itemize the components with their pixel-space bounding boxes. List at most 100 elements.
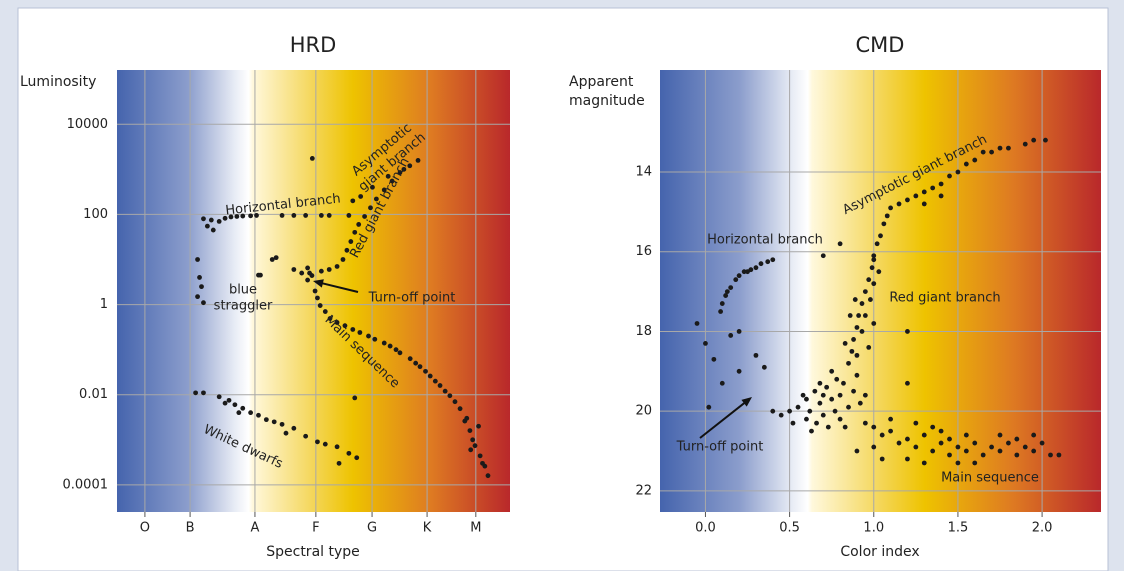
star-point — [804, 396, 809, 402]
star-point — [871, 444, 877, 450]
star-point — [397, 170, 403, 175]
star-point — [758, 261, 764, 267]
star-point — [322, 441, 328, 447]
star-point — [972, 157, 978, 163]
star-point — [871, 424, 877, 430]
star-point — [348, 239, 354, 244]
x-tick-label: M — [470, 521, 481, 536]
star-point — [879, 456, 885, 462]
star-point — [879, 432, 885, 438]
star-point — [334, 264, 340, 269]
star-point — [326, 267, 332, 272]
star-point — [871, 321, 877, 326]
star-point — [1039, 440, 1045, 446]
star-point — [271, 419, 277, 425]
star-point — [719, 380, 725, 386]
star-point — [279, 421, 285, 427]
annotation: Main sequence — [941, 471, 1039, 486]
x-axis-label: Spectral type — [266, 544, 360, 560]
star-point — [820, 253, 826, 259]
star-point — [370, 184, 375, 190]
star-point — [719, 301, 725, 306]
star-point — [753, 265, 759, 271]
x-tick-label: 2.0 — [1032, 521, 1053, 536]
y-axis-label: Apparent — [569, 74, 634, 90]
star-point — [814, 420, 819, 426]
star-point — [955, 444, 961, 450]
star-point — [703, 341, 708, 346]
star-point — [905, 380, 910, 386]
star-point — [232, 402, 238, 408]
star-point — [1031, 432, 1037, 438]
star-point — [201, 390, 206, 396]
arrow-head — [313, 279, 324, 288]
star-point — [809, 428, 814, 434]
star-point — [888, 428, 893, 434]
star-point — [334, 444, 340, 450]
star-point — [989, 149, 994, 155]
star-point — [358, 194, 364, 199]
star-point — [234, 214, 240, 219]
y-tick-label: 100 — [83, 207, 108, 222]
star-point — [980, 452, 986, 458]
x-tick-label: 0.0 — [695, 521, 716, 536]
star-point — [947, 173, 952, 179]
star-point — [859, 329, 865, 334]
star-point — [876, 269, 882, 275]
star-point — [866, 277, 872, 283]
star-point — [829, 368, 835, 374]
star-point — [980, 149, 986, 155]
star-point — [208, 217, 214, 223]
star-point — [368, 205, 373, 211]
star-point — [847, 313, 853, 318]
star-point — [1014, 452, 1020, 458]
star-point — [728, 285, 734, 291]
star-point — [834, 376, 840, 382]
star-point — [283, 430, 289, 436]
star-point — [846, 360, 851, 366]
star-point — [437, 383, 443, 388]
star-point — [457, 406, 463, 412]
star-point — [938, 428, 944, 434]
x-tick-label: F — [312, 521, 319, 536]
star-point — [921, 460, 927, 466]
star-point — [356, 222, 362, 227]
star-point — [947, 436, 952, 442]
star-point — [851, 337, 856, 342]
star-point — [817, 380, 823, 386]
star-point — [921, 189, 927, 195]
star-point — [905, 436, 910, 442]
star-point — [407, 356, 413, 362]
star-point — [736, 273, 742, 279]
star-point — [728, 333, 734, 338]
star-point — [336, 460, 342, 466]
star-point — [837, 392, 843, 398]
star-point — [222, 215, 228, 221]
y-tick-label: 0.01 — [79, 387, 108, 402]
y-axis-label: Luminosity — [20, 74, 96, 90]
star-point — [269, 257, 275, 262]
star-point — [204, 223, 210, 229]
star-point — [354, 455, 360, 461]
star-point — [723, 293, 729, 298]
star-point — [837, 241, 843, 247]
star-point — [256, 412, 261, 418]
star-point — [317, 303, 323, 308]
chart-title: HRD — [290, 33, 337, 57]
star-point — [407, 163, 413, 169]
star-point — [303, 213, 309, 218]
star-point — [753, 352, 759, 358]
y-tick-label: 14 — [635, 165, 652, 180]
star-point — [761, 364, 767, 370]
star-point — [741, 269, 747, 275]
x-tick-label: 0.5 — [779, 521, 800, 536]
star-point — [417, 364, 423, 370]
star-point — [938, 181, 944, 187]
star-point — [381, 340, 387, 346]
star-point — [362, 214, 367, 219]
star-point — [291, 267, 297, 272]
star-point — [340, 257, 346, 262]
star-point — [913, 444, 919, 450]
star-point — [254, 213, 259, 218]
